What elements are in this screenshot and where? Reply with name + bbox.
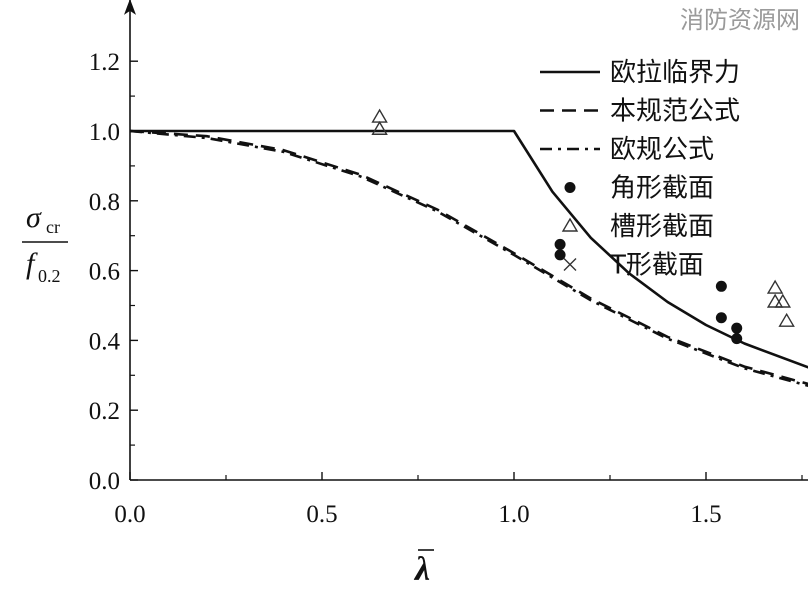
y-axis-label-denominator: f: [26, 247, 38, 280]
legend-swatch-circle: [564, 182, 576, 193]
x-tick-label: 1.5: [690, 501, 721, 528]
data-point-triangle: [778, 312, 795, 327]
series-lines: [129, 129, 808, 388]
x-tick-label: 0.0: [114, 501, 145, 528]
y-tick-label: 0.4: [89, 328, 121, 355]
data-point-triangle: [766, 279, 784, 294]
x-axis-label-lambda: λ: [413, 551, 430, 588]
data-point-triangle: [371, 108, 388, 123]
data-point-circle: [554, 249, 566, 261]
series-markers: [371, 108, 795, 345]
y-axis-label: σ cr f 0.2: [22, 201, 68, 286]
y-axis-label-numerator: σ: [26, 201, 42, 234]
x-tick-label: 1.0: [498, 501, 529, 528]
data-point-circle: [715, 280, 727, 292]
legend-label: 角形截面: [610, 174, 714, 204]
y-tick-label: 0.8: [89, 189, 120, 216]
y-axis-arrow: [124, 0, 136, 15]
y-tick-label: 0.6: [89, 259, 120, 286]
x-tick-label: 0.5: [306, 501, 337, 528]
legend-swatch-cross: [563, 258, 577, 271]
legend-label: 槽形截面: [610, 212, 714, 242]
data-point-triangle: [774, 293, 792, 308]
watermark-text: 消防资源网: [680, 6, 800, 34]
axes: [124, 0, 808, 481]
ticks: 0.00.51.01.52.02.53.00.00.20.40.60.81.01…: [89, 49, 803, 528]
y-tick-label: 0.2: [89, 398, 120, 425]
series-line-2: [129, 129, 808, 388]
legend-label: 本规范公式: [610, 97, 740, 127]
data-point-circle: [554, 238, 566, 250]
data-point-circle: [731, 333, 743, 345]
x-axis-label: λ: [413, 549, 434, 588]
y-tick-label: 1.0: [89, 119, 120, 146]
data-point-circle: [731, 322, 743, 334]
y-axis-label-denominator-sub: 0.2: [38, 266, 61, 286]
y-tick-label: 0.0: [89, 468, 120, 495]
y-axis-label-numerator-sub: cr: [46, 217, 60, 237]
data-point-triangle: [371, 120, 388, 135]
series-line-0: [130, 129, 808, 369]
legend-label: 欧规公式: [610, 135, 714, 165]
legend-label: 欧拉临界力: [610, 58, 740, 88]
y-tick-label: 1.2: [89, 49, 120, 76]
legend-label: T形截面: [609, 251, 704, 281]
series-line-1: [129, 129, 808, 386]
data-point-circle: [715, 312, 727, 324]
legend-swatch-triangle: [561, 217, 579, 232]
